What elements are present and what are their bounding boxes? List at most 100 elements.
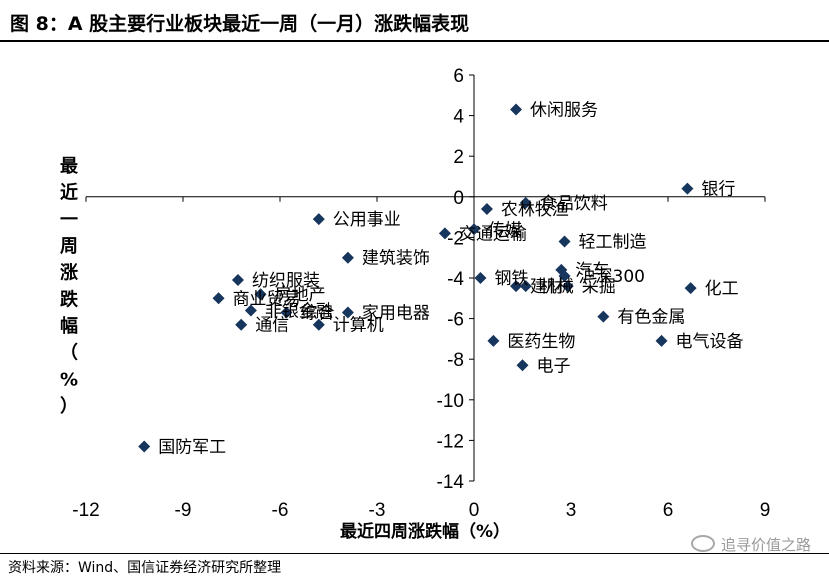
data-point <box>487 334 500 347</box>
source-note: 资料来源：Wind、国信证券经济研究所整理 <box>8 560 282 576</box>
data-label: 电气设备 <box>676 332 744 352</box>
data-point <box>561 280 574 293</box>
y-tick-label: -8 <box>447 350 464 371</box>
y-axis-label-char: ） <box>60 396 78 417</box>
y-axis-label-char: 跌 <box>60 288 79 310</box>
wechat-icon <box>690 535 715 552</box>
data-point <box>138 440 151 453</box>
y-axis-label-char: 近 <box>60 182 78 204</box>
data-point <box>341 306 354 319</box>
data-label: 计算机 <box>333 316 384 336</box>
data-label: 有色金属 <box>617 308 685 328</box>
y-tick-label: -10 <box>437 391 464 412</box>
data-point <box>468 223 480 236</box>
data-label: 通信 <box>255 316 289 336</box>
y-tick-label: 2 <box>453 147 464 168</box>
data-label: 房地产 <box>275 285 326 305</box>
data-point <box>684 282 697 295</box>
figure-title: 图 8：A 股主要行业板块最近一周（一月）涨跌幅表现 <box>10 13 470 35</box>
watermark-text: 追寻价值之路 <box>720 536 811 554</box>
footer-rule <box>0 553 829 554</box>
data-points <box>138 103 697 453</box>
data-label: 交通运输 <box>459 224 527 244</box>
data-point <box>280 306 293 319</box>
data-label: 公用事业 <box>333 210 401 230</box>
data-point <box>597 310 610 323</box>
data-label: 家用电器 <box>362 304 430 324</box>
data-point <box>510 103 523 116</box>
y-tick-label: -4 <box>447 269 464 290</box>
y-axis-label-char: % <box>60 369 78 390</box>
watermark: 追寻价值之路 <box>690 534 811 555</box>
data-label: 商业贸易 <box>233 289 301 309</box>
data-label: 传媒 <box>488 220 522 240</box>
y-tick-label: 0 <box>453 188 464 209</box>
data-label: 建筑装饰 <box>362 249 430 269</box>
data-label: 医药生物 <box>507 332 575 352</box>
data-label: 化工 <box>705 279 739 299</box>
x-tick-label: 9 <box>760 500 771 521</box>
data-point <box>235 318 248 331</box>
data-point <box>254 288 267 301</box>
data-point <box>558 269 571 282</box>
data-point <box>558 235 571 248</box>
y-tick-label: -2 <box>447 228 464 249</box>
data-label: 银行 <box>701 180 735 200</box>
data-point <box>438 227 451 240</box>
data-label: 建材 <box>530 277 564 297</box>
y-tick-label: 6 <box>453 66 464 87</box>
data-point <box>244 304 257 317</box>
title-rule <box>0 40 829 42</box>
y-tick-label: -14 <box>437 472 465 493</box>
x-tick-label: -9 <box>175 500 192 521</box>
data-label: 钢铁 <box>494 269 528 289</box>
data-label: 休闲服务 <box>530 101 598 121</box>
data-point <box>655 334 668 347</box>
data-point <box>519 280 532 293</box>
data-label: 机械 <box>540 277 574 297</box>
scatter-chart: -12 -9 -6 -3 0 3 6 9 6 4 2 0 -2 -4 -6 -8 -10 -12 -14 休闲服务… <box>60 66 770 542</box>
data-label: 电子 <box>537 356 571 376</box>
y-axis-label-char: （ <box>60 343 78 364</box>
x-tick-label: -12 <box>72 500 99 521</box>
data-point <box>312 213 325 226</box>
data-label: 汽车 <box>575 261 609 281</box>
data-point <box>519 196 532 209</box>
x-tick-label: -6 <box>272 500 289 521</box>
y-axis-label-char: 周 <box>60 236 78 257</box>
data-label: 轻工制造 <box>579 232 647 252</box>
data-point <box>516 359 529 372</box>
y-tick-label: 4 <box>453 107 464 128</box>
figure-header: 图 8：A 股主要行业板块最近一周（一月）涨跌幅表现 <box>0 0 829 42</box>
y-axis-label-char: 一 <box>60 209 78 230</box>
data-point <box>480 202 493 215</box>
axes <box>85 74 766 482</box>
y-axis-label-char: 涨 <box>60 263 78 284</box>
x-tick-label: 3 <box>566 500 577 521</box>
data-point <box>212 292 225 305</box>
data-label: 纺织服装 <box>252 271 320 291</box>
y-axis-label-char: 最 <box>60 156 79 177</box>
y-tick-labels: 6 4 2 0 -2 -4 -6 -8 -10 -12 -14 <box>437 66 465 493</box>
x-tick-labels: -12 -9 -6 -3 0 3 6 9 <box>72 500 770 521</box>
data-label: 国防军工 <box>158 437 226 457</box>
data-label: 沪深300 <box>579 267 645 287</box>
data-point <box>681 182 694 195</box>
y-axis-label-char: 幅 <box>60 315 78 337</box>
y-tick-label: -12 <box>437 431 464 452</box>
data-point <box>341 251 354 264</box>
data-label: 食品饮料 <box>540 194 608 214</box>
data-point <box>231 274 244 287</box>
x-axis-label: 最近四周涨跌幅（%） <box>340 521 510 542</box>
data-label: 采掘 <box>582 277 616 297</box>
x-tick-label: 0 <box>469 500 480 521</box>
y-tick-label: -6 <box>447 310 464 331</box>
data-label: 农林牧渔 <box>501 200 569 220</box>
x-tick-label: -3 <box>369 500 386 521</box>
x-tick-label: 6 <box>663 500 674 521</box>
data-label: 非银金融 <box>265 301 333 321</box>
data-point <box>474 272 487 284</box>
data-point <box>312 318 325 331</box>
